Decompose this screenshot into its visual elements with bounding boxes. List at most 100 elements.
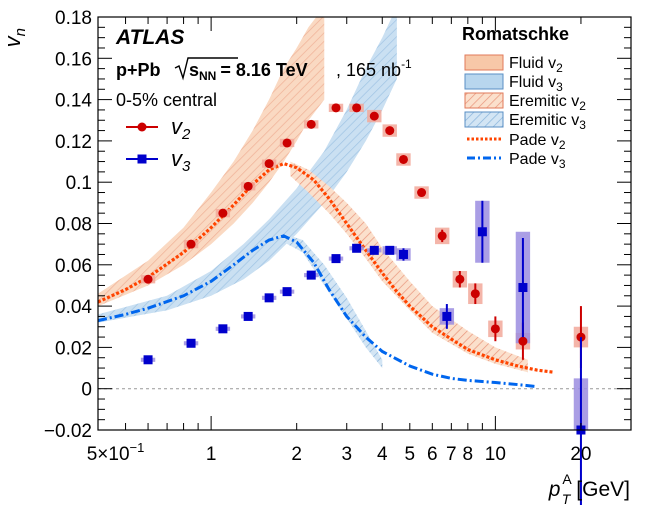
data-point-v3-4 [264,293,274,303]
legend-swatch-eremitic-v3 [464,111,504,128]
y-tick-label: 0.02 [55,338,92,359]
data-point-v2-0 [143,274,153,284]
x-tick-label: 5 [405,444,416,465]
x-tick-label: 6 [427,444,438,465]
y-tick-label: 0.12 [55,132,92,153]
legend-entry-fluid-v2: Fluid v2 [464,54,563,75]
lumi-label: , 165 nb-1 [336,57,412,80]
data-point-v3-2 [218,324,228,334]
data-point-v2-9 [369,111,379,121]
data-point-v3-5 [282,287,292,297]
energy-s: s [189,60,199,80]
x-axis-title-sup: A [562,471,572,487]
legend-label-fluid-v3: Fluid v3 [509,74,563,94]
data-point-v3-14 [518,283,528,293]
y-axis-ticks: −0.02 0 0.02 0.04 0.06 0.08 0.1 0.12 0.14 0.16 0.1… [44,8,631,442]
y-tick-label: 0.16 [55,49,92,70]
x-tick-label: 20 [570,444,591,465]
pade-v3-curve [98,234,538,389]
data-point-v2-13 [437,231,447,241]
legend-entry-v3: v3 [126,146,191,175]
data-point-v3-3 [243,311,253,321]
data-point-v2-15 [470,289,480,299]
data-point-v2-16 [490,324,500,334]
energy-label: sNN = 8.16 TeV [189,60,308,83]
data-point-v2-1 [186,239,196,249]
y-tick-label: 0 [81,380,92,401]
energy-value: = 8.16 TeV [220,60,307,80]
y-axis-title-main: v [0,34,25,47]
data-point-v2-3 [243,181,253,191]
data-point-v3-13 [477,227,487,237]
y-tick-label: 0.14 [55,91,92,112]
data-point-v2-6 [306,119,316,129]
legend-swatch-fluid-v2 [464,54,504,71]
legend-label-v2: v2 [171,114,191,143]
data-point-v2-5 [282,138,292,148]
system-name: p+Pb [116,60,161,80]
y-axis-title-sub: n [12,28,29,36]
data-point-v3-10 [385,245,395,255]
x-axis-title-main: p [548,478,561,501]
eremitic-v2-band [290,161,528,373]
model-bands [98,17,528,373]
x-axis-title: p A T [GeV] [548,471,630,505]
x-tick-label: 5×10−1 [87,440,145,465]
x-axis-ticks: 5×10−1 1 2 3 4 5 6 7 8 10 20 [87,17,632,465]
legend-label-eremitic-v2: Eremitic v2 [509,93,586,113]
experiment-label: ATLAS [115,26,184,49]
data-points [143,103,586,505]
y-tick-label: 0.1 [66,173,92,194]
y-tick-label: −0.02 [44,421,92,442]
x-axis-title-unit: [GeV] [576,478,630,501]
legend-label-v3: v3 [171,146,191,175]
legend-swatch-eremitic-v2 [464,92,504,109]
eremitic-v3-band [283,233,383,369]
data-point-v2-12 [417,188,427,198]
y-axis-title: vn [0,28,29,47]
data-point-v2-10 [385,126,395,136]
x-axis-title-sub: T [562,491,572,505]
data-point-v2-2 [218,208,228,218]
data-point-v3-6 [306,270,316,280]
data-point-v3-8 [352,243,362,253]
data-point-v3-0 [143,355,153,365]
data-point-v3-12 [442,311,452,321]
pade-v2-curve [98,161,554,374]
x-tick-label: 3 [341,444,352,465]
data-point-v2-14 [455,274,465,284]
fluid-v3-hatch [98,17,397,323]
legend-marker-v2 [137,122,147,132]
legend-title: Romatschke [462,24,569,44]
data-point-v2-8 [352,103,362,113]
x-tick-label: 7 [446,444,457,465]
legend-entry-pade-v3: Pade v3 [467,151,566,171]
y-tick-label: 0.06 [55,256,92,277]
data-point-v3-1 [186,338,196,348]
data-point-v3-7 [331,254,341,264]
fluid-v2-band [98,17,325,307]
legend-label-fluid-v2: Fluid v2 [509,55,563,75]
legend-label-pade-v3: Pade v3 [509,151,566,171]
legend-entry-fluid-v3: Fluid v3 [464,73,563,94]
legend-swatch-fluid-v3 [464,73,504,90]
legend-entry-eremitic-v2: Eremitic v2 [464,92,586,113]
legend-label-pade-v2: Pade v2 [509,132,566,152]
x-tick-label: 4 [377,444,388,465]
model-legend: Romatschke Fluid v2 Fluid v3 Eremitic v2… [462,24,586,171]
pade-curves [98,161,554,389]
legend-entry-eremitic-v3: Eremitic v3 [464,111,586,132]
x-tick-label: 10 [485,444,506,465]
data-point-v3-9 [369,245,379,255]
data-point-v3-11 [398,249,408,259]
legend-label-eremitic-v3: Eremitic v3 [509,112,586,132]
legend-marker-v3 [137,154,147,164]
lumi-text: , 165 nb [336,60,401,80]
centrality-label: 0-5% central [116,90,217,110]
y-tick-label: 0.08 [55,215,92,236]
sqrt-sign [174,57,238,81]
y-tick-label: 0.04 [55,297,92,318]
legend-entry-v2: v2 [126,114,191,143]
data-point-v2-17 [518,336,528,346]
